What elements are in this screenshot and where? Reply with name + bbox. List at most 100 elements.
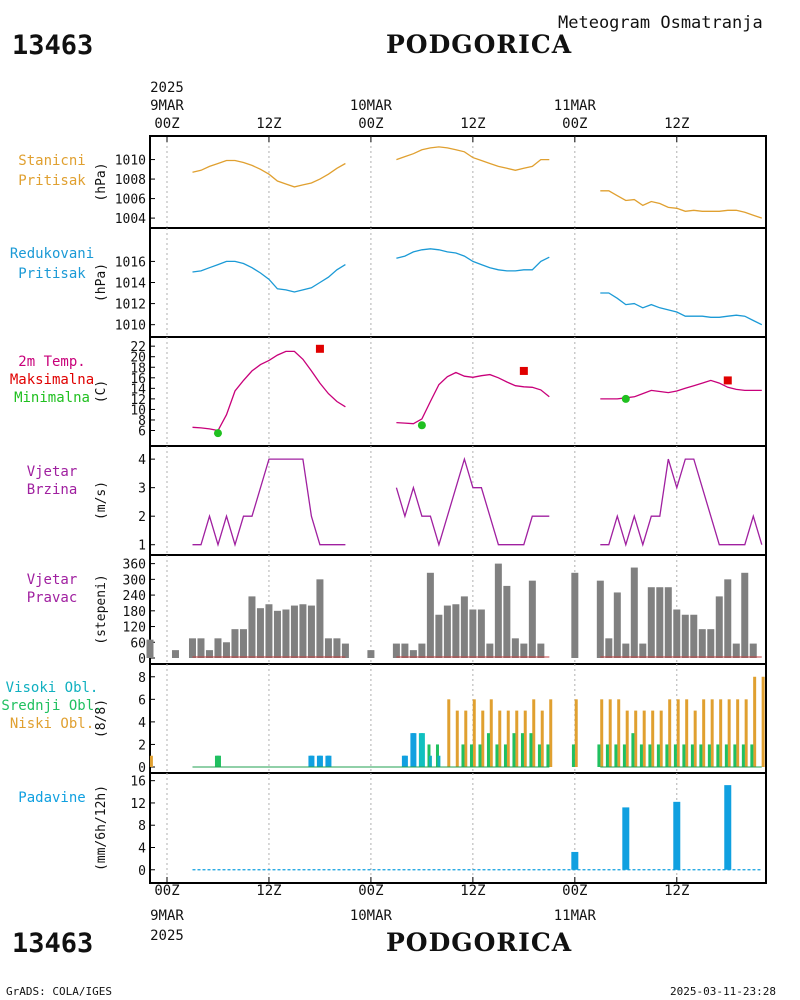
direction-bar [681,614,689,658]
cloud-bar-srednjiobl [529,733,533,767]
direction-bar [664,587,672,658]
y-tick-label: 3 [138,482,146,497]
cloud-bar-niskiobl [676,699,680,767]
y-tick-label: 1010 [115,319,146,334]
direction-bar [690,614,698,658]
direction-bar [435,614,443,658]
tmax-marker [723,376,732,385]
series-line-wind-speed [600,458,763,547]
direction-bar [273,610,281,658]
y-axis-label: (8/8) [94,699,109,738]
direction-bar [367,650,375,658]
cloud-bar-niskiobl [447,699,451,767]
time-tick-label-bottom: 12Z [664,883,689,899]
y-tick-label: 18 [130,361,146,376]
y-tick-label: 14 [130,382,146,397]
panel-frame-wind-speed [149,445,767,556]
direction-bar [537,643,545,658]
cloud-bar-srednjiobl [512,733,516,767]
direction-bar [656,587,664,658]
time-tick-label-top: 00Z [154,116,179,132]
station-id-bottom: 13463 [12,928,94,959]
direction-bar [571,572,579,658]
cloud-bar-niskiobl [464,710,468,767]
cloud-bar-niskiobl [617,699,621,767]
cloud-bar-niskiobl [710,699,714,767]
panel-label: 2m Temp. [18,354,85,370]
direction-bar [205,650,213,658]
time-tick-label-bottom: 12Z [460,883,485,899]
precip-bar [673,801,681,870]
tmin-marker [213,429,222,438]
direction-bar [732,643,740,658]
cloud-bar-srednjiobl [750,744,754,767]
cloud-bar-niskiobl [659,710,663,767]
direction-bar [596,580,604,658]
panel-label: Niski Obl. [10,716,94,732]
precip-bar [724,785,732,870]
y-axis-label: (mm/6h/12h) [94,785,109,871]
cloud-bar-niskiobl [719,699,723,767]
direction-bar [511,638,519,658]
y-tick-label: 0 [138,864,146,879]
cloud-bar-srednjiobl [656,744,660,767]
cloud-bar-srednjiobl [622,744,626,767]
cloud-bar-niskiobl [600,699,604,767]
date-label-top: 9MAR [150,98,184,114]
y-tick-label: 12 [130,797,146,812]
cloud-bar-visokiobl [428,755,432,767]
cloud-bar-visokiobl [437,755,441,767]
cloud-bar-srednjiobl [648,744,652,767]
y-tick-label: 8 [138,819,146,834]
y-tick-label: 1008 [115,173,146,188]
cloud-bar-niskiobl [634,710,638,767]
panel-label: Minimalna [14,390,90,406]
y-tick-label: 0 [138,761,146,776]
direction-bar [401,643,409,658]
time-tick-label-top: 00Z [358,116,383,132]
y-tick-label: 1014 [115,277,146,292]
cloud-bar-srednjiobl [665,744,669,767]
cloud-bar-niskiobl [549,699,553,767]
cloud-bar-niskiobl [668,699,672,767]
cloud-bar-highlight [214,755,221,767]
time-tick-label-bottom: 00Z [562,883,587,899]
y-tick-label: 2 [138,738,146,753]
direction-bar [452,604,460,658]
y-tick-label: 8 [138,671,146,686]
panel-label: Pritisak [18,266,86,282]
direction-bar [324,638,332,658]
station-id-top: 13463 [12,30,94,61]
station-name-top: PODGORICA [386,30,573,59]
cloud-bar-niskiobl [472,699,476,767]
y-tick-label: 16 [130,372,146,387]
direction-bar [333,638,341,658]
time-tick-label-bottom: 00Z [154,883,179,899]
station-name-bottom: PODGORICA [386,928,573,957]
series-line-reduced-pressure [600,292,763,326]
cloud-bar-srednjiobl [724,744,728,767]
direction-bar [715,596,723,658]
direction-bar [256,608,264,658]
panel-label: Pravac [27,590,78,606]
date-label-bottom: 11MAR [554,908,597,924]
tmin-marker [417,421,426,430]
direction-bar [469,609,477,658]
cloud-bar-srednjiobl [495,744,499,767]
cloud-bar-srednjiobl [461,744,465,767]
y-tick-label: 240 [123,589,146,604]
cloud-bar-niskiobl [736,699,740,767]
direction-bar [214,638,222,658]
y-axis-label: (stepeni) [94,574,109,644]
cloud-bar-highlight [418,733,425,767]
y-axis-label: (m/s) [94,481,109,520]
cloud-bar-srednjiobl [503,744,507,767]
cloud-bar-srednjiobl [631,733,635,767]
cloud-bar-srednjiobl [520,733,524,767]
cloud-bar-niskiobl [744,699,748,767]
cloud-bar-highlight [316,755,323,767]
series-line-station-pressure [192,159,346,188]
direction-bar [707,629,715,658]
precip-bar [571,851,579,870]
